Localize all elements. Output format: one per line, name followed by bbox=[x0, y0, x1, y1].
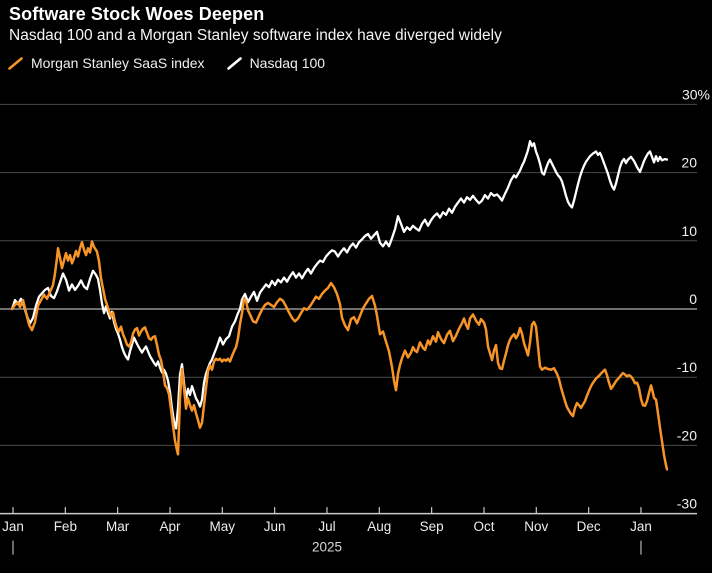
svg-text:Jan: Jan bbox=[2, 519, 24, 534]
svg-text:May: May bbox=[210, 519, 236, 534]
legend-item-nasdaq-100: Nasdaq 100 bbox=[226, 55, 326, 71]
svg-text:Jan: Jan bbox=[630, 519, 652, 534]
chart-subtitle: Nasdaq 100 and a Morgan Stanley software… bbox=[9, 27, 502, 44]
svg-text:Nov: Nov bbox=[524, 519, 548, 534]
svg-text:Mar: Mar bbox=[106, 519, 130, 534]
svg-text:0: 0 bbox=[689, 291, 697, 307]
svg-text:Dec: Dec bbox=[577, 519, 601, 534]
svg-text:10: 10 bbox=[681, 223, 697, 239]
svg-text:Feb: Feb bbox=[54, 519, 77, 534]
svg-text:Jul: Jul bbox=[318, 519, 335, 534]
svg-text:30%: 30% bbox=[682, 86, 710, 102]
svg-text:2025: 2025 bbox=[312, 540, 342, 555]
svg-text:Aug: Aug bbox=[367, 519, 391, 534]
svg-text:Jun: Jun bbox=[264, 519, 286, 534]
svg-text:-30: -30 bbox=[677, 496, 697, 512]
svg-text:-10: -10 bbox=[677, 359, 697, 375]
svg-text:20: 20 bbox=[681, 155, 697, 171]
legend-slash-icon bbox=[8, 56, 23, 70]
chart-legend: Morgan Stanley SaaS index Nasdaq 100 bbox=[8, 55, 325, 71]
legend-label-saas-index: Morgan Stanley SaaS index bbox=[31, 55, 205, 71]
svg-text:Sep: Sep bbox=[420, 519, 444, 534]
svg-text:Apr: Apr bbox=[159, 519, 181, 534]
svg-text:Oct: Oct bbox=[473, 519, 494, 534]
legend-label-nasdaq-100: Nasdaq 100 bbox=[249, 55, 326, 71]
legend-item-saas-index: Morgan Stanley SaaS index bbox=[8, 55, 205, 71]
legend-slash-icon bbox=[226, 56, 242, 70]
svg-text:-20: -20 bbox=[677, 427, 697, 443]
chart-title: Software Stock Woes Deepen bbox=[9, 4, 265, 24]
